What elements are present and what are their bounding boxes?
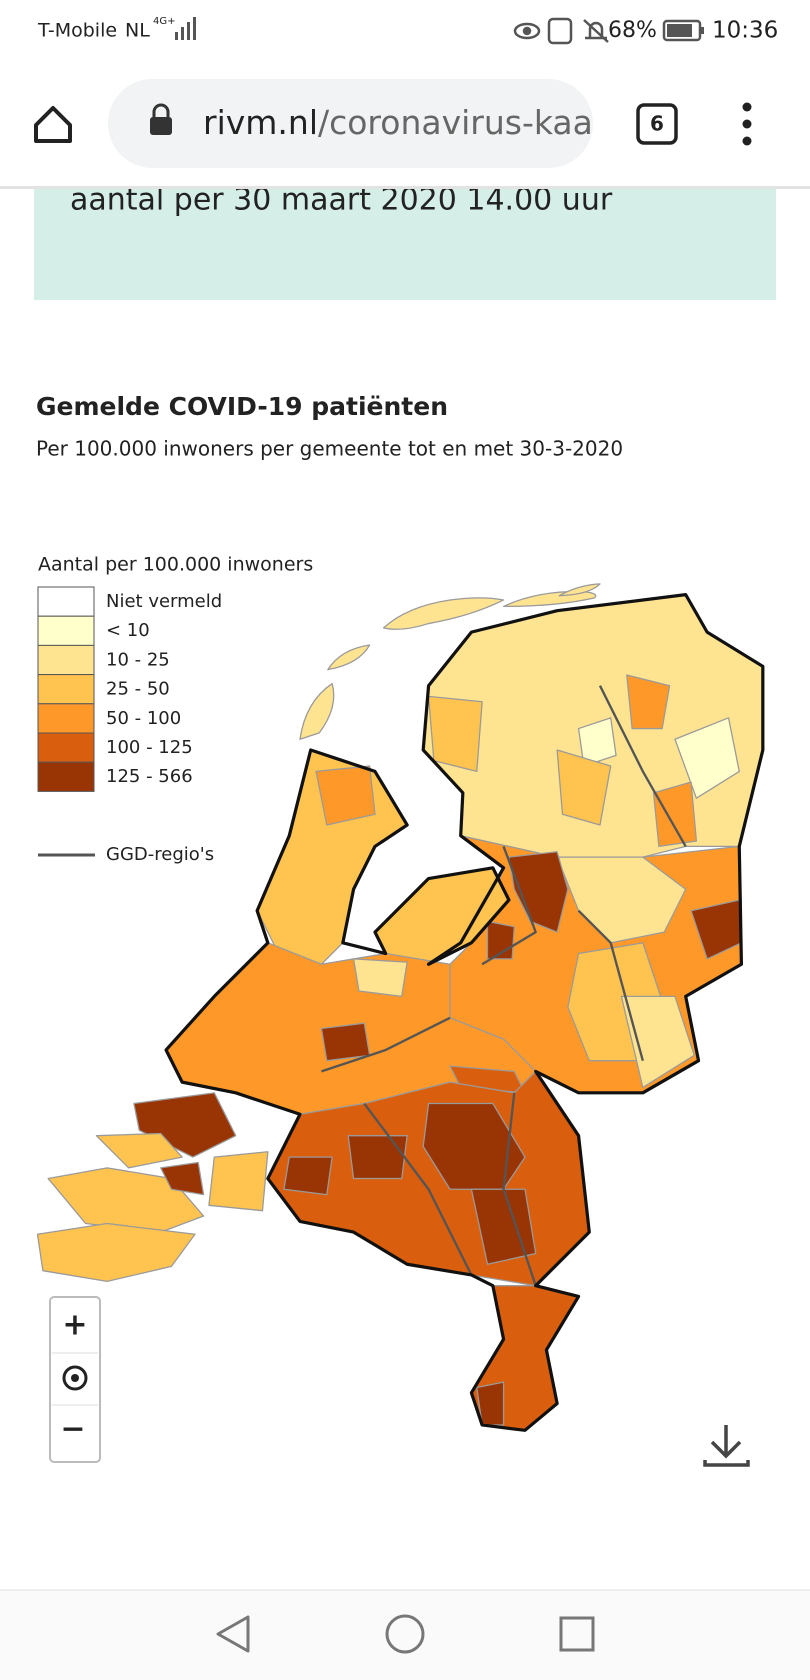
battery-level: 68% [608, 18, 657, 43]
municipality-area [626, 674, 671, 730]
tabs-button[interactable] [636, 103, 678, 145]
municipality-area [558, 583, 601, 597]
url-path: /coronavirus-kaa [318, 103, 593, 142]
legend-label: 125 - 566 [106, 766, 193, 787]
signal-bars [175, 17, 196, 40]
legend-swatch [37, 586, 95, 617]
address-bar[interactable] [108, 79, 593, 168]
zoom-in[interactable]: + [62, 1308, 87, 1343]
signal-type: 4G+ [153, 16, 176, 27]
nav-home[interactable] [385, 1614, 425, 1654]
municipality-area [208, 1151, 269, 1212]
home-button[interactable] [34, 106, 72, 143]
nav-back[interactable] [216, 1615, 250, 1653]
wadden-islands [299, 583, 601, 740]
municipality-area [95, 1132, 183, 1169]
map-subtitle: Per 100.000 inwoners per gemeente tot en… [36, 437, 623, 461]
url: rivm.nl/coronavirus-kaa [203, 103, 593, 142]
clock: 10:36 [712, 18, 778, 44]
regions [36, 593, 764, 1431]
legend: Niet vermeld < 10 10 - 25 25 - 50 50 - 100 10… [37, 586, 222, 792]
header-shadow [0, 186, 810, 189]
municipality-area [620, 995, 695, 1089]
url-domain: rivm.nl [203, 103, 318, 142]
zoom-reset[interactable] [62, 1365, 88, 1391]
municipality-area [315, 765, 376, 826]
municipality-area [674, 717, 740, 799]
download-button[interactable] [703, 1425, 750, 1467]
municipality-area [133, 1092, 237, 1158]
tab-count: 6 [650, 112, 664, 136]
carrier: T-Mobile [37, 20, 117, 42]
municipality-area [502, 590, 597, 608]
menu-button[interactable] [742, 102, 752, 146]
legend-swatch [37, 732, 95, 763]
municipality-area [327, 644, 371, 671]
municipality-area [47, 1167, 205, 1233]
legend-label: < 10 [106, 620, 150, 641]
legend-swatch [37, 615, 95, 646]
country-outline [164, 593, 765, 1432]
zoom-out[interactable]: − [60, 1412, 85, 1447]
legend-label: Niet vermeld [106, 591, 222, 612]
legend-swatch [37, 644, 95, 676]
ggd-lines [321, 685, 687, 1287]
legend-swatch [37, 761, 95, 792]
nav-bar [0, 1590, 810, 1680]
municipality-area [299, 682, 335, 740]
map-title: Gemelde COVID-19 patiënten [36, 392, 448, 421]
municipality-area [160, 1161, 205, 1196]
legend-swatch [37, 703, 95, 734]
legend-label: 10 - 25 [106, 649, 170, 670]
legend-swatch [37, 674, 95, 705]
map [36, 583, 765, 1432]
municipality-area [652, 781, 698, 848]
municipality-area [508, 851, 569, 933]
ggd-legend-label: GGD-regio's [106, 844, 214, 865]
municipality-area [347, 1135, 408, 1180]
network: NL [125, 20, 150, 42]
legend-label: 100 - 125 [106, 737, 193, 758]
legend-title: Aantal per 100.000 inwoners [38, 554, 313, 576]
municipality-area [352, 958, 408, 998]
municipality-area [36, 1222, 196, 1283]
municipality-area [470, 1188, 537, 1265]
nav-recents[interactable] [559, 1616, 595, 1652]
status-icons [513, 17, 609, 45]
battery-icon [662, 19, 704, 42]
municipality-area [556, 749, 612, 826]
municipality-area [382, 597, 505, 630]
municipality-area [427, 695, 483, 773]
municipality-area [476, 1381, 505, 1426]
legend-label: 25 - 50 [106, 679, 170, 700]
municipality-area [320, 1022, 371, 1062]
municipality-area [283, 1156, 333, 1196]
lock-icon [150, 103, 172, 135]
legend-label: 50 - 100 [106, 708, 181, 729]
municipality-area [577, 717, 617, 767]
